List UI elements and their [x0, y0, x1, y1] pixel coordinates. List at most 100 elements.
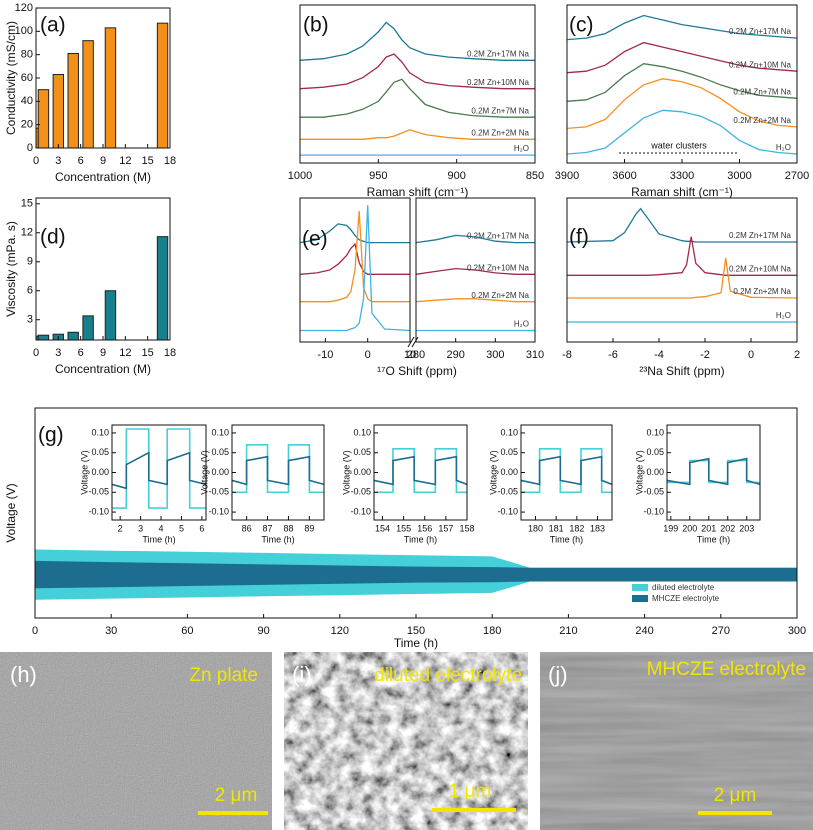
inset-background: [521, 425, 612, 520]
x-tick-label: 280: [407, 349, 425, 361]
chart-panel: 1000 950 900 850 0.2M Zn+17M Na 0.2M Zn+10M N…: [288, 4, 544, 199]
plot-frame: [231, 424, 325, 521]
x-axis-label: ¹⁷O Shift (ppm): [377, 364, 457, 378]
x-tick-label: 182: [569, 523, 584, 533]
scale-bar-label: 2 μm: [215, 785, 258, 806]
series-label: 0.2M Zn+2M Na: [733, 287, 791, 296]
image-caption: diluted electrolyte: [374, 665, 522, 686]
bar: [104, 290, 117, 340]
x-tick-label: 3000: [727, 170, 751, 182]
plot-frame: [111, 424, 207, 521]
x-tick-label: 87: [263, 523, 273, 533]
x-tick-label: 86: [242, 523, 252, 533]
series-line: [521, 455, 612, 486]
scale-bar-label: 1 μm: [449, 781, 492, 802]
x-tick-label: 180: [483, 625, 501, 637]
bar: [67, 331, 79, 340]
plot-area: [416, 234, 535, 332]
y-tick-label: 0.00: [91, 467, 109, 477]
y-tick-label: 15: [21, 198, 33, 210]
x-tick-label: -6: [608, 349, 618, 361]
series-label: 0.2M Zn+17M Na: [467, 49, 530, 58]
series-label: 0.2M Zn+10M Na: [729, 60, 792, 69]
image-label: (h): [10, 662, 37, 687]
sem-panel: (h) Zn plate 2 μm: [0, 652, 272, 830]
series-line: [374, 455, 467, 486]
y-tick-label: 0.05: [211, 447, 229, 457]
y-tick-label: 6: [27, 285, 33, 297]
series-line: [567, 109, 797, 155]
panel-label: (a): [40, 14, 66, 37]
x-tick-label: 300: [486, 349, 504, 361]
x-tick-label: 18: [164, 347, 176, 359]
plot-area: [232, 444, 324, 494]
plot-area: [300, 21, 535, 156]
y-tick-label: 0.00: [500, 467, 518, 477]
y-tick-label: 80: [21, 49, 33, 61]
series-line: [300, 210, 410, 303]
legend-label: diluted electrolyte: [652, 583, 715, 592]
series-line: [112, 451, 206, 490]
series-label: 0.2M Zn+2M Na: [471, 128, 529, 137]
axis-break: [411, 336, 419, 348]
series-label: 0.2M Zn+17M Na: [729, 231, 792, 240]
x-axis-label: Time (h): [550, 534, 583, 544]
chart-panel: 0 3 6 9 12 15 18 3 6 9 12 15 (d) Concentration (M) Vis…: [4, 197, 176, 376]
x-tick-label: 183: [590, 523, 605, 533]
plot-area: [667, 457, 760, 486]
x-tick-label: 201: [701, 523, 716, 533]
x-tick-label: 3900: [555, 170, 579, 182]
x-axis-label: Time (h): [394, 636, 438, 650]
annotation: water clusters: [650, 140, 707, 150]
y-tick-label: 9: [27, 256, 33, 268]
x-axis-label: Time (h): [697, 534, 730, 544]
x-tick-label: 15: [142, 347, 154, 359]
series-line: [300, 53, 535, 90]
plot-frame: [520, 424, 613, 521]
plot-area: [374, 448, 467, 494]
series-line: [567, 236, 797, 276]
x-tick-label: 210: [559, 625, 577, 637]
x-tick-label: 15: [142, 155, 154, 167]
sem-texture: [0, 652, 272, 830]
plot-frame: [299, 4, 536, 164]
x-tick-label: 181: [549, 523, 564, 533]
series-line: [567, 14, 797, 41]
panel-label: (d): [40, 226, 66, 249]
x-axis-label: Time (h): [261, 534, 294, 544]
y-axis-label: Viscosity (mPa. s): [4, 221, 18, 317]
inset-background: [374, 425, 467, 520]
y-tick-label: -0.10: [643, 506, 664, 516]
series-label: 0.2M Zn+2M Na: [733, 116, 791, 125]
x-tick-label: 203: [739, 523, 754, 533]
y-tick-label: -0.10: [88, 506, 109, 516]
x-tick-label: 202: [720, 523, 735, 533]
y-tick-label: 0.10: [211, 427, 229, 437]
chart-panel: 2 3 4 5 6 0.10 0.05 0.00 -0.05 -0.10 Time (h) Volta…: [79, 424, 207, 544]
x-axis-label: Raman shift (cm⁻¹): [631, 185, 733, 199]
plot-frame: [35, 7, 171, 149]
y-axis-label: Voltage (V): [199, 450, 209, 495]
bar: [156, 22, 169, 148]
x-tick-label: 10: [404, 349, 416, 361]
bar: [67, 53, 79, 148]
series-label: 0.2M Zn+7M Na: [733, 87, 791, 96]
plot-area: [567, 207, 797, 323]
x-tick-label: -10: [317, 349, 333, 361]
sem-texture: [284, 652, 528, 830]
x-tick-label: 1000: [288, 170, 312, 182]
series-label: 0.2M Zn+10M Na: [467, 263, 530, 272]
x-tick-label: 157: [438, 523, 453, 533]
chart-panel: 280 290 300 310 0.2M Zn+17M Na 0.2M Zn+10M Na…: [407, 197, 544, 361]
sem-texture: [540, 652, 813, 830]
y-tick-label: -0.05: [88, 487, 109, 497]
y-tick-label: -0.10: [350, 506, 371, 516]
x-tick-label: 120: [331, 625, 349, 637]
y-tick-label: 0.10: [91, 427, 109, 437]
y-tick-label: -0.05: [350, 487, 371, 497]
legend-swatch: [632, 584, 648, 591]
x-tick-label: 2700: [785, 170, 809, 182]
x-tick-label: -4: [654, 349, 664, 361]
x-tick-label: 850: [526, 170, 544, 182]
